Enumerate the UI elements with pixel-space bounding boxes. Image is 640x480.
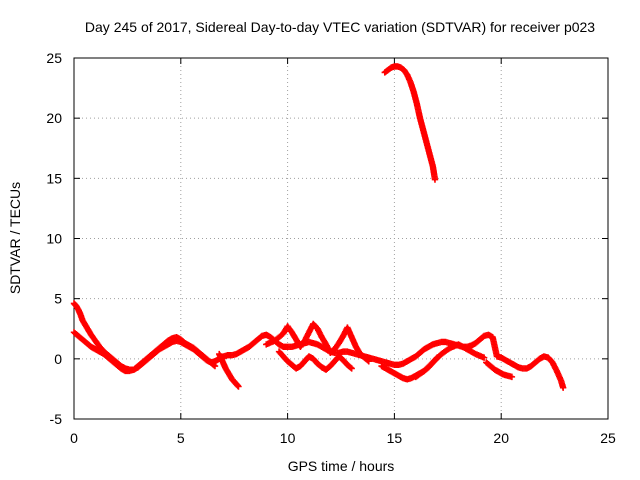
y-tick-labels: -5 0 5 10 15 20 25: [46, 50, 62, 427]
grid-lines: [74, 58, 608, 419]
x-tick-label: 20: [493, 430, 509, 446]
data-point: [431, 176, 439, 183]
x-tick-label: 15: [387, 430, 403, 446]
x-tick-label: 5: [177, 430, 185, 446]
data-point: [210, 361, 218, 369]
y-tick-label: 20: [46, 110, 62, 126]
plot-frame: [73, 57, 609, 420]
x-tick-label: 25: [600, 430, 616, 446]
y-axis-label: SDTVAR / TECUs: [7, 182, 23, 294]
data-point: [364, 357, 371, 364]
x-tick-label: 10: [280, 430, 296, 446]
data-point: [365, 358, 372, 365]
data-point: [235, 383, 242, 390]
data-point: [508, 373, 516, 381]
data-points: [70, 63, 567, 391]
x-tick-labels: 0 5 10 15 20 25: [70, 430, 616, 446]
y-tick-label: 0: [54, 351, 62, 367]
data-point: [480, 354, 488, 361]
y-tick-label: 25: [46, 50, 62, 66]
chart-title: Day 245 of 2017, Sidereal Day-to-day VTE…: [85, 19, 595, 35]
data-point: [559, 384, 567, 391]
y-tick-label: -5: [50, 411, 63, 427]
y-tick-label: 5: [54, 291, 62, 307]
data-point: [348, 365, 355, 372]
data-point: [347, 364, 354, 371]
data-point: [211, 362, 219, 370]
y-tick-label: 15: [46, 170, 62, 186]
y-tick-label: 10: [46, 231, 62, 247]
x-axis-label: GPS time / hours: [288, 458, 395, 474]
x-tick-label: 0: [70, 430, 78, 446]
